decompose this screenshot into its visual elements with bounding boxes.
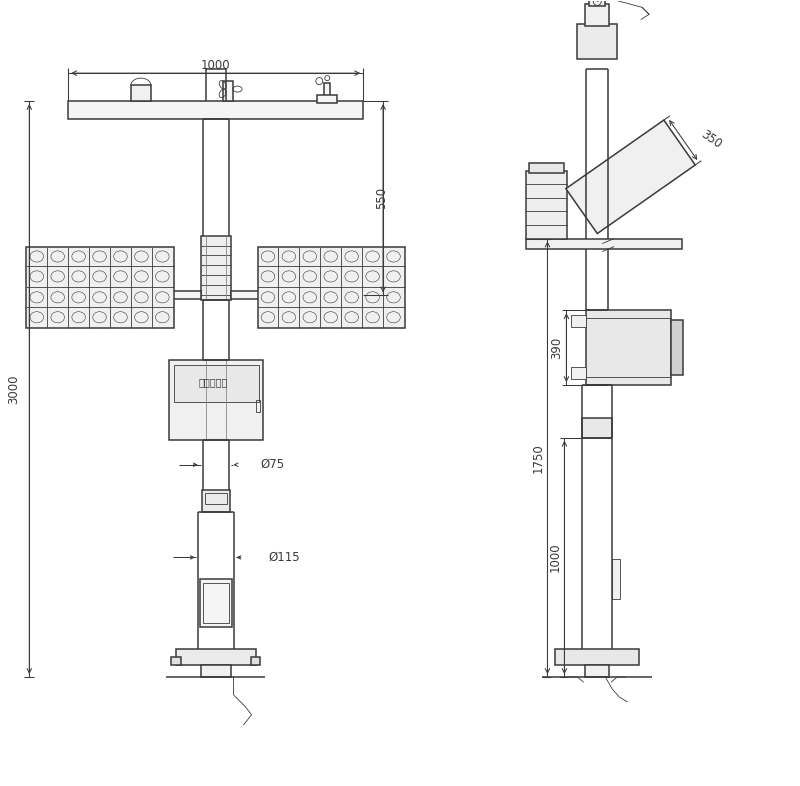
Bar (590, 0, 606, 6)
Polygon shape (566, 120, 695, 233)
Bar (68, 101, 363, 119)
Bar (324, 83, 330, 101)
Bar (174, 365, 258, 402)
Bar (201, 665, 230, 677)
Bar (169, 360, 263, 440)
Bar (176, 649, 255, 665)
Text: 550: 550 (375, 187, 388, 209)
Bar (571, 367, 586, 379)
Bar (222, 81, 233, 101)
Text: 环境监测站: 环境监测站 (199, 377, 228, 387)
Text: 1000: 1000 (549, 542, 562, 572)
Text: 1750: 1750 (531, 443, 545, 472)
Bar (31, 292, 201, 299)
Bar (26, 247, 174, 329)
Bar (571, 315, 586, 327)
Bar (200, 579, 231, 627)
Bar (205, 493, 226, 504)
Bar (586, 665, 610, 677)
Bar (202, 583, 229, 623)
Text: Ø115: Ø115 (269, 551, 300, 564)
Bar (318, 95, 338, 103)
Bar (555, 649, 639, 665)
Text: 3000: 3000 (7, 374, 20, 404)
Bar (230, 292, 400, 299)
Text: Ø75: Ø75 (261, 458, 285, 472)
Bar (586, 5, 610, 26)
Text: 350: 350 (698, 128, 724, 152)
Bar (258, 247, 405, 329)
Bar (671, 320, 683, 375)
Bar (171, 657, 181, 665)
Bar (582, 418, 612, 438)
Bar (250, 657, 261, 665)
Bar (526, 171, 567, 238)
Bar (612, 560, 620, 599)
Bar (131, 85, 151, 101)
Bar (526, 238, 682, 248)
Bar (586, 310, 671, 385)
Text: 390: 390 (550, 336, 563, 358)
Bar (578, 24, 618, 59)
Bar (255, 400, 261, 412)
Bar (201, 236, 230, 300)
Text: 1000: 1000 (201, 59, 230, 72)
Bar (202, 490, 230, 512)
Bar (529, 163, 565, 173)
